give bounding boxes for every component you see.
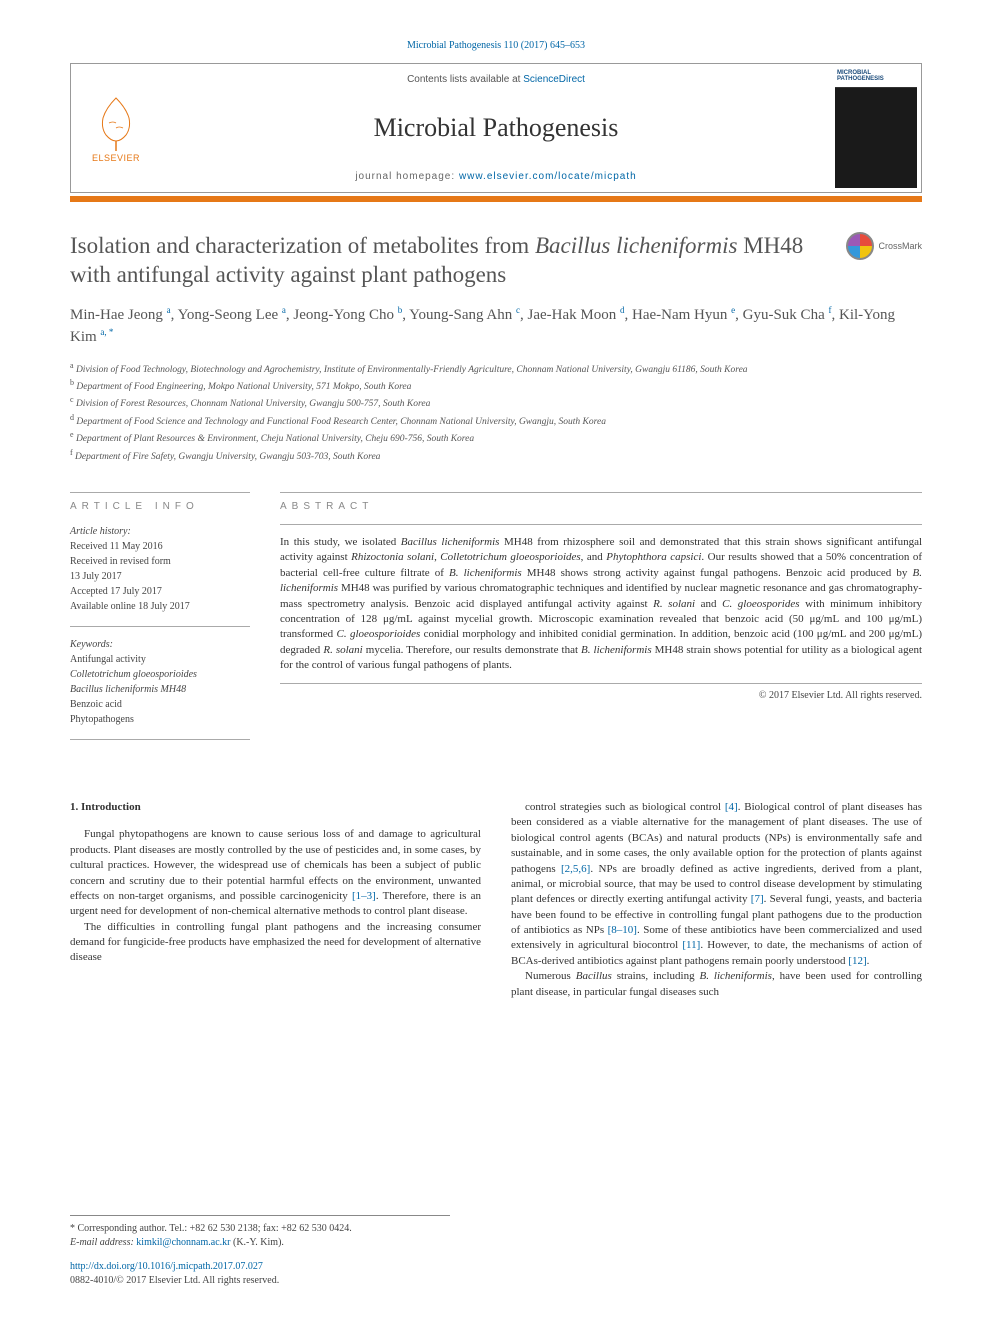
sciencedirect-link[interactable]: ScienceDirect: [523, 74, 585, 85]
intro-para-2: The difficulties in controlling fungal p…: [70, 920, 481, 966]
crossmark-label: CrossMark: [878, 241, 922, 251]
affiliation-line: c Division of Forest Resources, Chonnam …: [70, 394, 922, 411]
journal-cover-thumb: MICROBIAL PATHOGENESIS: [835, 68, 917, 188]
elsevier-logo: ELSEVIER: [71, 64, 161, 192]
journal-name: Microbial Pathogenesis: [374, 113, 619, 143]
issn-line: 0882-4010/© 2017 Elsevier Ltd. All right…: [70, 1274, 450, 1288]
corresponding-author-footer: * Corresponding author. Tel.: +82 62 530…: [70, 1215, 450, 1288]
contents-line: Contents lists available at ScienceDirec…: [407, 74, 585, 85]
journal-header: ELSEVIER Contents lists available at Sci…: [70, 63, 922, 193]
affiliation-line: a Division of Food Technology, Biotechno…: [70, 360, 922, 377]
abstract-text: In this study, we isolated Bacillus lich…: [280, 524, 922, 685]
abstract-heading: ABSTRACT: [280, 492, 922, 512]
crossmark-icon: [846, 232, 874, 260]
affiliation-line: f Department of Fire Safety, Gwangju Uni…: [70, 447, 922, 464]
article-info-column: ARTICLE INFO Article history:Received 11…: [70, 492, 250, 750]
elsevier-tree-icon: [91, 93, 141, 153]
article-history: Article history:Received 11 May 2016Rece…: [70, 524, 250, 627]
contents-prefix: Contents lists available at: [407, 74, 523, 85]
affiliation-line: e Department of Plant Resources & Enviro…: [70, 429, 922, 446]
crossmark-badge[interactable]: CrossMark: [846, 232, 922, 260]
homepage-line: journal homepage: www.elsevier.com/locat…: [355, 171, 636, 182]
abstract-column: ABSTRACT In this study, we isolated Baci…: [280, 492, 922, 750]
keywords-block: Keywords:Antifungal activityColletotrich…: [70, 637, 250, 740]
doi-link[interactable]: http://dx.doi.org/10.1016/j.micpath.2017…: [70, 1260, 450, 1274]
article-info-heading: ARTICLE INFO: [70, 492, 250, 512]
affiliation-line: b Department of Food Engineering, Mokpo …: [70, 377, 922, 394]
authors-line: Min-Hae Jeong a, Yong-Seong Lee a, Jeong…: [70, 304, 922, 348]
intro-para-3: control strategies such as biological co…: [511, 800, 922, 969]
abstract-copyright: © 2017 Elsevier Ltd. All rights reserved…: [280, 690, 922, 701]
article-title: Isolation and characterization of metabo…: [70, 232, 922, 290]
cover-title: MICROBIAL PATHOGENESIS: [835, 68, 917, 88]
email-suffix: (K.-Y. Kim).: [230, 1237, 283, 1248]
body-columns: 1. Introduction Fungal phytopathogens ar…: [70, 800, 922, 1000]
homepage-prefix: journal homepage:: [355, 171, 459, 182]
affiliation-line: d Department of Food Science and Technol…: [70, 412, 922, 429]
intro-para-1: Fungal phytopathogens are known to cause…: [70, 827, 481, 919]
section-1-heading: 1. Introduction: [70, 800, 481, 815]
citation-line: Microbial Pathogenesis 110 (2017) 645–65…: [70, 40, 922, 51]
email-label: E-mail address:: [70, 1237, 136, 1248]
email-line: E-mail address: kimkil@chonnam.ac.kr (K.…: [70, 1236, 450, 1250]
orange-divider: [70, 196, 922, 202]
elsevier-label: ELSEVIER: [92, 153, 140, 163]
homepage-link[interactable]: www.elsevier.com/locate/micpath: [459, 171, 637, 182]
corr-email-link[interactable]: kimkil@chonnam.ac.kr: [136, 1237, 230, 1248]
body-col-left: 1. Introduction Fungal phytopathogens ar…: [70, 800, 481, 1000]
intro-para-4: Numerous Bacillus strains, including B. …: [511, 969, 922, 1000]
affiliations: a Division of Food Technology, Biotechno…: [70, 360, 922, 464]
header-center: Contents lists available at ScienceDirec…: [161, 64, 831, 192]
body-col-right: control strategies such as biological co…: [511, 800, 922, 1000]
corr-author-line: * Corresponding author. Tel.: +82 62 530…: [70, 1222, 450, 1236]
